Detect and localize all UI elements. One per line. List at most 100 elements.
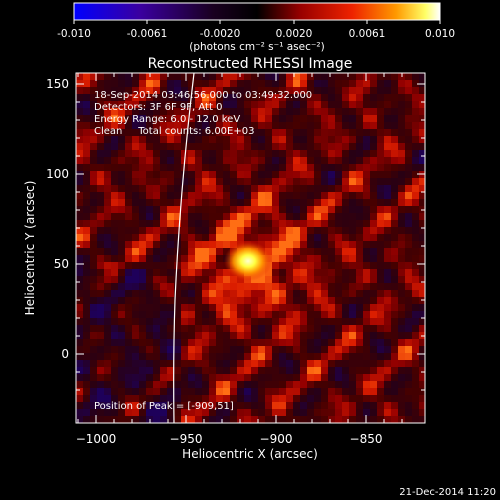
- heatmap-cell: [363, 262, 371, 270]
- heatmap-cell: [195, 290, 203, 298]
- heatmap-cell: [335, 185, 343, 193]
- heatmap-cell: [412, 122, 420, 130]
- heatmap-cell: [279, 388, 287, 396]
- heatmap-cell: [195, 360, 203, 368]
- heatmap-cell: [153, 360, 161, 368]
- heatmap-cell: [244, 395, 252, 403]
- heatmap-cell: [174, 136, 182, 144]
- heatmap-cell: [300, 409, 308, 417]
- heatmap-cell: [90, 80, 98, 88]
- heatmap-cell: [328, 297, 336, 305]
- heatmap-cell: [76, 360, 84, 368]
- heatmap-cell: [321, 339, 329, 347]
- heatmap-cell: [356, 269, 364, 277]
- heatmap-cell: [132, 234, 140, 242]
- heatmap-cell: [174, 206, 182, 214]
- heatmap-cell: [132, 409, 140, 417]
- heatmap-cell: [391, 297, 399, 305]
- heatmap-cell: [300, 115, 308, 123]
- heatmap-cell: [314, 199, 322, 207]
- heatmap-cell: [223, 332, 231, 340]
- heatmap-cell: [139, 101, 147, 109]
- heatmap-cell: [377, 185, 385, 193]
- heatmap-cell: [181, 290, 189, 298]
- heatmap-cell: [139, 143, 147, 151]
- heatmap-cell: [377, 108, 385, 116]
- heatmap-cell: [146, 171, 154, 179]
- heatmap-cell: [153, 290, 161, 298]
- heatmap-cell: [125, 80, 133, 88]
- heatmap-cell: [349, 381, 357, 389]
- heatmap-cell: [125, 73, 133, 81]
- heatmap-cell: [209, 290, 217, 298]
- heatmap-cell: [160, 402, 168, 410]
- heatmap-cell: [342, 381, 350, 389]
- heatmap-cell: [174, 213, 182, 221]
- heatmap-cell: [209, 353, 217, 361]
- heatmap-cell: [258, 234, 266, 242]
- heatmap-cell: [328, 164, 336, 172]
- heatmap-cell: [314, 87, 322, 95]
- heatmap-cell: [398, 108, 406, 116]
- heatmap-cell: [356, 129, 364, 137]
- heatmap-cell: [167, 318, 175, 326]
- heatmap-cell: [181, 388, 189, 396]
- heatmap-cell: [384, 157, 392, 165]
- heatmap-cell: [300, 157, 308, 165]
- heatmap-cell: [293, 318, 301, 326]
- heatmap-cell: [146, 206, 154, 214]
- heatmap-cell: [314, 115, 322, 123]
- heatmap-cell: [230, 353, 238, 361]
- heatmap-cell: [244, 171, 252, 179]
- heatmap-cell: [251, 171, 259, 179]
- heatmap-cell: [300, 178, 308, 186]
- heatmap-cell: [342, 192, 350, 200]
- heatmap-cell: [181, 80, 189, 88]
- heatmap-cell: [265, 150, 273, 158]
- heatmap-cell: [293, 339, 301, 347]
- heatmap-cell: [398, 101, 406, 109]
- heatmap-cell: [195, 101, 203, 109]
- heatmap-cell: [174, 262, 182, 270]
- heatmap-cell: [237, 367, 245, 375]
- heatmap-cell: [244, 206, 252, 214]
- heatmap-cell: [237, 353, 245, 361]
- heatmap-cell: [265, 199, 273, 207]
- heatmap-cell: [307, 318, 315, 326]
- heatmap-cell: [104, 157, 112, 165]
- heatmap-cell: [125, 360, 133, 368]
- heatmap-cell: [384, 87, 392, 95]
- heatmap-cell: [167, 276, 175, 284]
- heatmap-cell: [125, 241, 133, 249]
- heatmap-cell: [118, 255, 126, 263]
- heatmap-cell: [167, 332, 175, 340]
- heatmap-cell: [349, 192, 357, 200]
- heatmap-cell: [83, 143, 91, 151]
- heatmap-cell: [258, 213, 266, 221]
- heatmap-cell: [405, 255, 413, 263]
- heatmap-cell: [230, 290, 238, 298]
- heatmap-cell: [174, 290, 182, 298]
- heatmap-cell: [314, 346, 322, 354]
- heatmap-cell: [314, 150, 322, 158]
- heatmap-cell: [153, 87, 161, 95]
- heatmap-cell: [314, 164, 322, 172]
- x-tick-label: −900: [260, 432, 293, 446]
- heatmap-cell: [90, 199, 98, 207]
- heatmap-cell: [363, 108, 371, 116]
- heatmap-cell: [286, 143, 294, 151]
- heatmap-cell: [363, 297, 371, 305]
- heatmap-cell: [328, 367, 336, 375]
- heatmap-cell: [272, 290, 280, 298]
- heatmap-cell: [293, 283, 301, 291]
- heatmap-cell: [391, 353, 399, 361]
- heatmap-cell: [328, 360, 336, 368]
- colorbar-tick-label: -0.0020: [200, 28, 241, 40]
- heatmap-cell: [321, 80, 329, 88]
- heatmap-cell: [321, 318, 329, 326]
- heatmap-cell: [237, 395, 245, 403]
- heatmap-cell: [265, 360, 273, 368]
- heatmap-cell: [412, 164, 420, 172]
- heatmap-cell: [167, 206, 175, 214]
- heatmap-cell: [244, 381, 252, 389]
